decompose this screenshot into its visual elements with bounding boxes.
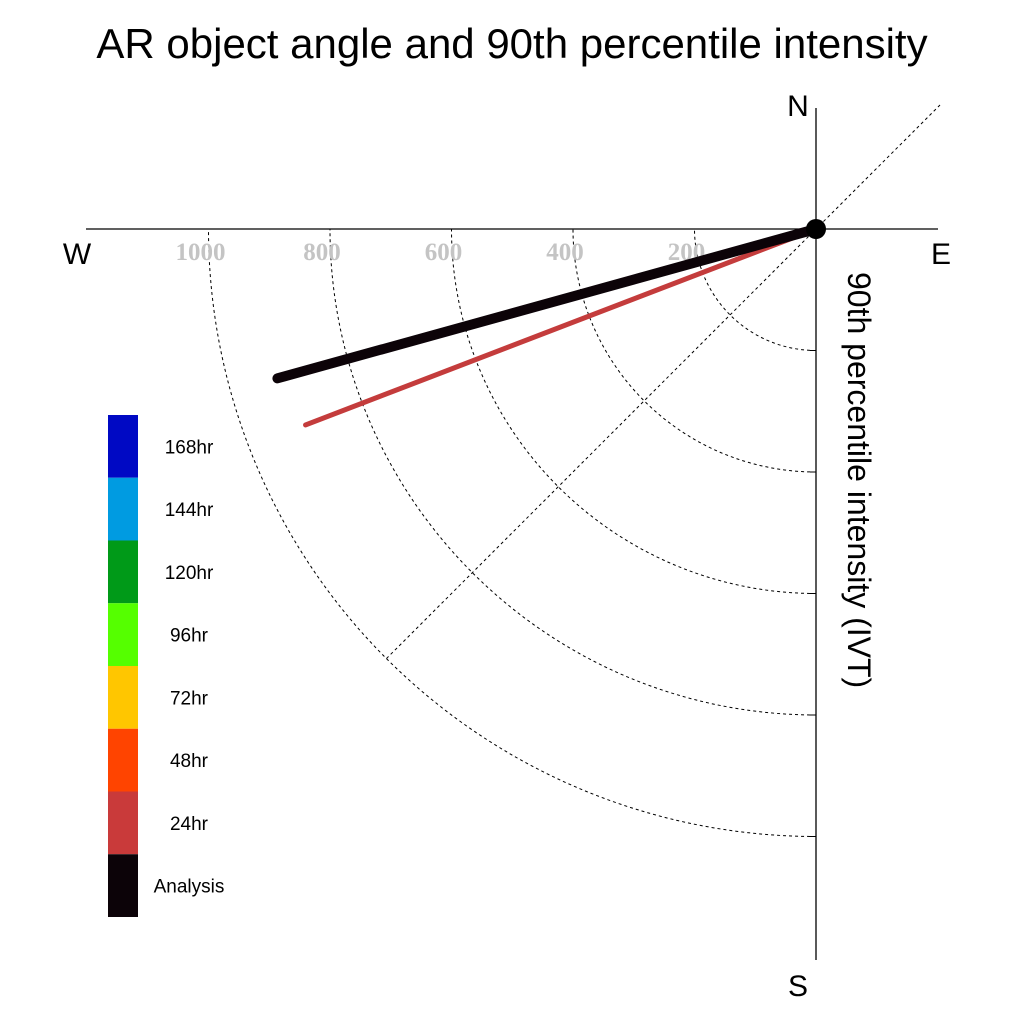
legend-swatch-120hr [108,540,138,604]
ring-label-1000: 1000 [176,239,226,266]
legend-swatch-144hr [108,477,138,541]
legend-label-48hr: 48hr [170,751,209,772]
grid-ring-600 [451,228,817,594]
legend-swatch-72hr [108,666,138,729]
origin-point [806,219,826,239]
diagonal-gridline [386,104,941,659]
legend-swatch-analysis [108,854,138,917]
compass-west: W [63,238,92,271]
legend-label-144hr: 144hr [165,500,214,521]
vectors-layer [272,219,826,428]
legend-swatch-96hr [108,603,138,666]
ring-label-400: 400 [546,239,584,266]
radial-axis-title: 90th percentile intensity (IVT) [841,272,877,688]
compass-north: N [787,90,809,123]
compass-south: S [788,970,808,1003]
legend-label-analysis: Analysis [154,877,225,898]
vector-analysis [272,224,821,384]
legend-label-72hr: 72hr [170,688,209,709]
legend-swatch-48hr [108,728,138,792]
legend-swatch-168hr [108,415,138,478]
grid-ring-200 [694,228,817,351]
legend: 168hr 144hr 120hr 96hr 72hr 48hr 24hr Analysis [108,415,224,917]
legend-swatch-24hr [108,791,138,855]
grid-layer [208,104,941,837]
legend-label-168hr: 168hr [165,437,214,458]
compass-east: E [931,238,951,271]
chart-title: AR object angle and 90th percentile inte… [96,20,927,67]
grid-ring-800 [329,228,817,716]
grid-ring-400 [572,228,817,473]
grid-ring-1000 [208,228,817,837]
axes-layer [86,108,938,960]
legend-label-96hr: 96hr [170,626,209,647]
legend-label-24hr: 24hr [170,814,209,835]
legend-label-120hr: 120hr [165,563,214,584]
ring-label-600: 600 [425,239,463,266]
ring-label-800: 800 [303,239,341,266]
vector-24hr [303,226,819,428]
